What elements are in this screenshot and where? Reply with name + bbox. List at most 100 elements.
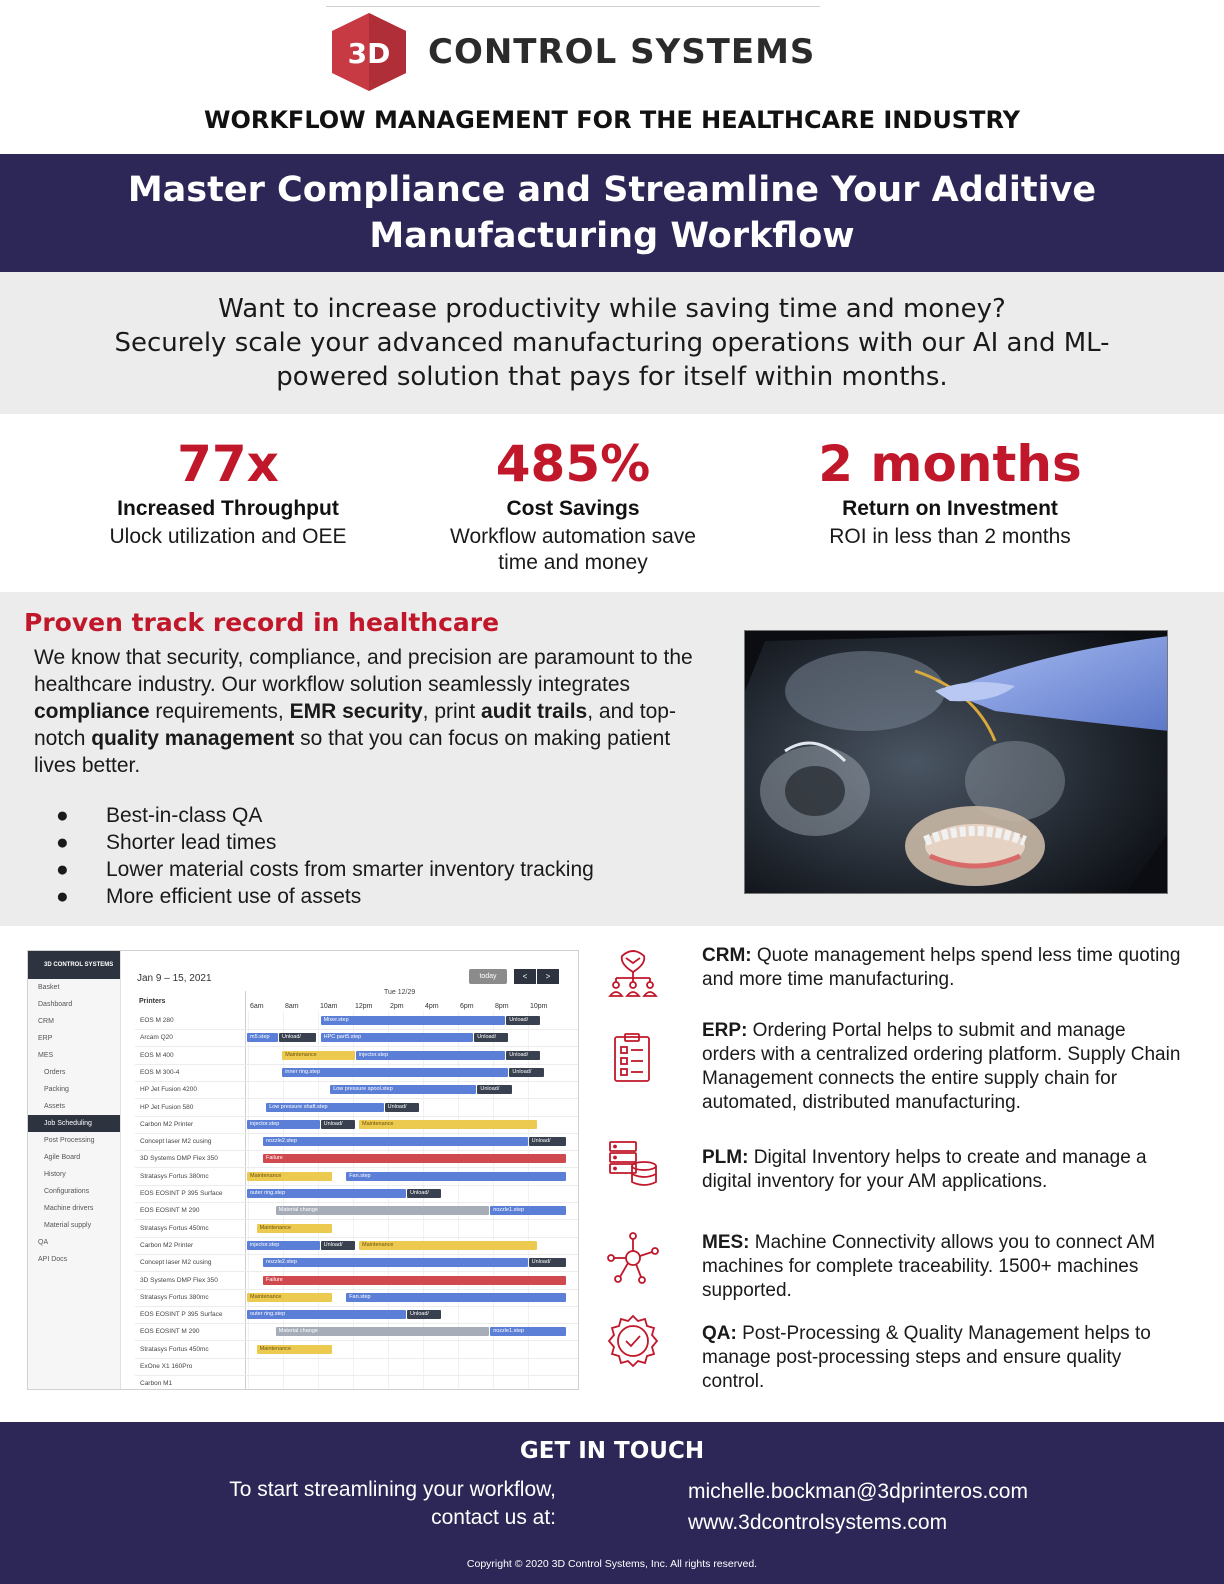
table-row: ExOne X1 160Pro bbox=[135, 1359, 578, 1376]
table-row: EOS EOSINT P 395 Surface outer ring.step U… bbox=[135, 1307, 578, 1325]
bold-run: audit trails bbox=[481, 700, 588, 723]
schedule-job-bar[interactable]: Maintenance bbox=[359, 1240, 538, 1250]
printer-column-divider bbox=[245, 991, 246, 1389]
sidebar-item-agile-board[interactable]: Agile Board bbox=[44, 1154, 81, 1161]
schedule-job-bar[interactable]: Maintenance bbox=[247, 1171, 333, 1181]
printer-name: HP Jet Fusion 580 bbox=[140, 1103, 194, 1111]
schedule-job-bar[interactable]: Unload/ bbox=[506, 1050, 541, 1060]
schedule-job-bar[interactable]: Maintenance bbox=[359, 1119, 538, 1129]
printer-name: EOS M 300-4 bbox=[140, 1068, 180, 1076]
schedule-job-bar[interactable]: injector.step bbox=[247, 1240, 320, 1250]
schedule-job-bar[interactable]: nozzle1.step bbox=[490, 1327, 566, 1337]
schedule-job-bar[interactable]: Maintenance bbox=[282, 1050, 355, 1060]
schedule-job-bar[interactable]: m5.step bbox=[247, 1033, 278, 1043]
table-row: 3D Systems DMP Flex 350 Failure bbox=[135, 1273, 578, 1290]
feature-key: CRM: bbox=[702, 945, 752, 966]
schedule-job-bar[interactable]: Unload/ bbox=[320, 1240, 355, 1250]
schedule-job-bar[interactable]: Unload/ bbox=[279, 1033, 317, 1043]
printer-name: Concept laser M2 cusing bbox=[140, 1259, 212, 1267]
sidebar-item-packing[interactable]: Packing bbox=[44, 1086, 69, 1093]
list-item: ● Shorter lead times bbox=[56, 829, 594, 856]
sidebar-item-job-scheduling[interactable]: Job Scheduling bbox=[28, 1115, 120, 1132]
proven-title: Proven track record in healthcare bbox=[24, 608, 500, 637]
time-tick-label: 6am bbox=[250, 1003, 264, 1010]
schedule-job-bar[interactable]: Low pressure spool.step bbox=[330, 1085, 477, 1095]
schedule-job-bar[interactable]: Unload/ bbox=[320, 1119, 355, 1129]
printer-name: EOS M 400 bbox=[140, 1051, 174, 1059]
schedule-job-bar[interactable]: Mixer.step bbox=[320, 1016, 506, 1025]
list-item-text: Lower material costs from smarter invent… bbox=[106, 858, 594, 881]
time-gridline bbox=[493, 1011, 494, 1389]
sidebar-item-assets[interactable]: Assets bbox=[44, 1103, 66, 1110]
sidebar-item-dashboard[interactable]: Dashboard bbox=[38, 1001, 73, 1008]
schedule-job-bar[interactable]: Unload/ bbox=[407, 1189, 442, 1198]
sidebar-item-material-supply[interactable]: Material supply bbox=[44, 1222, 92, 1229]
feature-text: CRM: Quote management helps spend less t… bbox=[702, 944, 1182, 992]
schedule-job-bar[interactable]: Fan.step bbox=[346, 1292, 566, 1302]
schedule-job-bar[interactable]: Failure bbox=[263, 1154, 566, 1164]
stat-throughput: 77x Increased Throughput Ulock utilizati… bbox=[78, 436, 378, 550]
schedule-job-bar[interactable]: injector.step bbox=[355, 1050, 506, 1060]
website-link[interactable]: www.3dcontrolsystems.com bbox=[688, 1511, 948, 1534]
next-week-button[interactable]: > bbox=[537, 969, 559, 984]
feature-desc: Digital Inventory helps to create and ma… bbox=[702, 1147, 1147, 1192]
schedule-job-bar[interactable]: outer ring.step bbox=[247, 1189, 406, 1198]
schedule-job-bar[interactable]: Unload/ bbox=[477, 1085, 512, 1095]
time-gridline bbox=[458, 1011, 459, 1389]
schedule-job-bar[interactable]: HPC part5.step bbox=[320, 1033, 474, 1043]
text-run: , print bbox=[422, 700, 482, 723]
time-tick-label: 6pm bbox=[460, 1003, 474, 1010]
sidebar-item-orders[interactable]: Orders bbox=[44, 1069, 66, 1076]
sidebar-item-mes[interactable]: MES bbox=[38, 1052, 54, 1059]
sidebar-item-post-processing[interactable]: Post Processing bbox=[44, 1137, 95, 1144]
table-row: EOS M 400 Maintenance injector.step Unload/ bbox=[135, 1048, 578, 1065]
schedule-job-bar[interactable]: inner ring.step bbox=[282, 1067, 509, 1077]
time-tick-label: 4pm bbox=[425, 1003, 439, 1010]
schedule-job-bar[interactable]: Unload/ bbox=[384, 1102, 419, 1112]
sidebar-item-qa[interactable]: QA bbox=[38, 1239, 49, 1246]
table-row: HP Jet Fusion 4200 Low pressure spool.ste… bbox=[135, 1082, 578, 1100]
schedule-job-bar[interactable]: Material change bbox=[275, 1327, 490, 1337]
schedule-job-bar[interactable]: Failure bbox=[263, 1275, 566, 1285]
schedule-job-bar[interactable]: Unload/ bbox=[407, 1310, 442, 1320]
list-item: ● Lower material costs from smarter inven… bbox=[56, 856, 594, 883]
schedule-job-bar[interactable]: injector.step bbox=[247, 1119, 320, 1129]
bold-run: quality management bbox=[91, 727, 295, 750]
sidebar-item-api-docs[interactable]: API Docs bbox=[38, 1256, 68, 1263]
sidebar-item-history[interactable]: History bbox=[44, 1171, 66, 1178]
stat-cost-savings: 485% Cost Savings Workflow automation sa… bbox=[428, 436, 718, 576]
table-row: HP Jet Fusion 580 Low pressure shaft.step… bbox=[135, 1100, 578, 1117]
schedule-job-bar[interactable]: nozzle2.step bbox=[263, 1258, 528, 1268]
contact-email-link[interactable]: michelle.bockman@3dprinteros.com bbox=[688, 1480, 1028, 1503]
sidebar-item-machine-drivers[interactable]: Machine drivers bbox=[44, 1205, 94, 1212]
schedule-job-bar[interactable]: nozzle1.step bbox=[490, 1206, 566, 1216]
sidebar-item-configurations[interactable]: Configurations bbox=[44, 1188, 90, 1195]
stat-roi: 2 months Return on Investment ROI in les… bbox=[790, 436, 1110, 550]
today-button[interactable]: today bbox=[469, 969, 507, 984]
schedule-job-bar[interactable]: Unload/ bbox=[474, 1033, 509, 1043]
schedule-job-bar[interactable]: Unload/ bbox=[509, 1067, 544, 1077]
schedule-job-bar[interactable]: Unload/ bbox=[506, 1016, 541, 1025]
schedule-job-bar[interactable]: Material change bbox=[275, 1206, 490, 1216]
schedule-job-bar[interactable]: outer ring.step bbox=[247, 1310, 406, 1320]
printer-name: Carbon M2 Printer bbox=[140, 1120, 194, 1128]
schedule-job-bar[interactable]: Maintenance bbox=[256, 1223, 333, 1233]
schedule-job-bar[interactable]: Unload/ bbox=[528, 1258, 566, 1268]
server-database-icon bbox=[609, 1141, 657, 1186]
schedule-job-bar[interactable]: Unload/ bbox=[528, 1137, 566, 1147]
time-gridline bbox=[528, 1011, 529, 1389]
schedule-job-bar[interactable]: Maintenance bbox=[256, 1344, 333, 1354]
sidebar-item-crm[interactable]: CRM bbox=[38, 1018, 54, 1025]
text-run: We know that security, compliance, and p… bbox=[34, 646, 693, 696]
prev-week-button[interactable]: < bbox=[514, 969, 536, 984]
schedule-job-bar[interactable]: Low pressure shaft.step bbox=[266, 1102, 384, 1112]
feature-desc: Machine Connectivity allows you to conne… bbox=[702, 1232, 1156, 1301]
time-tick-label: 8pm bbox=[495, 1003, 509, 1010]
text-run: so that you can focus on making patient … bbox=[34, 727, 671, 777]
schedule-job-bar[interactable]: Fan.step bbox=[346, 1171, 566, 1181]
stat-description: Workflow automation save time and money bbox=[450, 525, 696, 574]
sidebar-item-basket[interactable]: Basket bbox=[38, 984, 60, 991]
schedule-job-bar[interactable]: Maintenance bbox=[247, 1292, 333, 1302]
schedule-job-bar[interactable]: nozzle2.step bbox=[263, 1137, 528, 1147]
sidebar-item-erp[interactable]: ERP bbox=[38, 1035, 53, 1042]
